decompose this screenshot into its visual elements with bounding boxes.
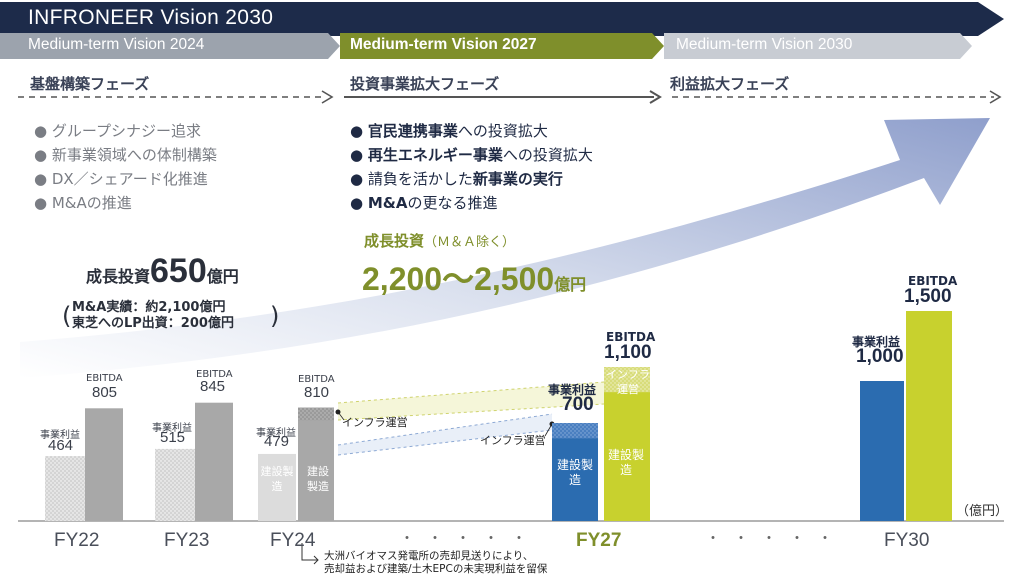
- ebitda-value: 810: [304, 384, 330, 401]
- ebitda-label: EBITDA: [298, 374, 335, 385]
- mid-bullet: ● M&Aの更なる推進: [350, 194, 498, 212]
- construction-label: 建設製造: [607, 448, 644, 477]
- left-bullet: ● グループシナジー追求: [34, 122, 201, 140]
- op-label: 事業利益: [152, 423, 192, 434]
- fy-label: FY22: [54, 530, 100, 551]
- ebitda-label: EBITDA: [86, 373, 123, 384]
- mid-bullet: ● 官民連携事業への投資拡大: [350, 122, 548, 140]
- fy-label: FY24: [270, 530, 316, 551]
- construction-label: 建設製造: [556, 458, 593, 487]
- growth-left-note: ( M&A実績：約2,100億円 東芝へのLP出資：200億円 ): [62, 300, 280, 331]
- ebitda-value: 845: [200, 378, 226, 395]
- stage-2027-banner: [340, 33, 664, 59]
- left-bullet: ● DX／シェアード化推進: [34, 170, 208, 188]
- growth-left-value: 成長投資650億円: [86, 252, 239, 290]
- stage-2027-label: Medium-term Vision 2027: [350, 36, 537, 53]
- dots-separator: ・・・・・: [400, 531, 540, 547]
- ebitda-label: EBITDA: [606, 330, 656, 344]
- op-label: 事業利益: [40, 430, 80, 441]
- left-bullet: ● M&Aの推進: [34, 194, 132, 212]
- fy-label: FY27: [576, 530, 622, 551]
- op-bar-fy30: [860, 381, 904, 521]
- op-bar-fy23: [155, 448, 195, 521]
- stage-2030-banner: [664, 33, 972, 59]
- ebitda-bar-fy23: [195, 402, 233, 521]
- stage-2024-label: Medium-term Vision 2024: [28, 36, 205, 53]
- phase-profit: 利益拡大フェーズ: [670, 75, 790, 93]
- mid-bullet: ● 再生エネルギー事業への投資拡大: [350, 146, 593, 164]
- ebitda-value: 805: [92, 384, 118, 401]
- op-value: 700: [562, 394, 594, 415]
- infra-callout: インフラ運営: [480, 434, 546, 447]
- ebitda-label: EBITDA: [196, 369, 233, 380]
- infra-callout: インフラ運営: [342, 416, 408, 429]
- phase-investment: 投資事業拡大フェーズ: [350, 75, 500, 93]
- fy-label: FY30: [884, 530, 930, 551]
- construction-label: 建設製造: [260, 465, 294, 493]
- mid-bullet: ● 請負を活かした新事業の実行: [350, 170, 563, 188]
- op-label: 事業利益: [852, 335, 901, 349]
- ebitda-value: 1,100: [604, 342, 652, 363]
- growth-arrow: [20, 118, 990, 378]
- infra-segment-fy27-op: [552, 423, 598, 439]
- op-bar-fy27: [552, 423, 598, 521]
- op-bar-fy24: [258, 453, 296, 521]
- dots-separator: ・・・・・: [706, 531, 846, 547]
- infra-short-label: インフラ運営: [606, 368, 650, 396]
- op-value: 479: [264, 433, 290, 450]
- op-value: 464: [48, 437, 74, 454]
- unit-label: （億円）: [956, 504, 1009, 519]
- vision-title: INFRONEER Vision 2030: [28, 6, 274, 29]
- op-value: 1,000: [856, 346, 904, 367]
- growth-mid-value: 2,200〜2,500億円: [362, 261, 587, 297]
- stage-2030-label: Medium-term Vision 2030: [676, 36, 853, 53]
- vision-2030-banner: [0, 2, 1004, 36]
- op-label: 事業利益: [256, 428, 296, 439]
- left-bullet: ● 新事業領域への体制構築: [34, 146, 217, 164]
- ebitda-bar-fy30: [906, 311, 952, 521]
- ebitda-label: EBITDA: [908, 274, 958, 288]
- infra-segment-fy27-ebitda: [604, 367, 650, 393]
- ebitda-bar-fy24: [298, 407, 334, 521]
- infra-segment-fy24-ebitda: [298, 407, 334, 421]
- ebitda-bar-fy27: [604, 367, 650, 521]
- fy-label: FY23: [164, 530, 210, 551]
- op-value: 515: [160, 429, 186, 446]
- stage-2024-banner: [0, 33, 340, 59]
- footnote: 大洲バイオマス発電所の売却見送りにより、 売却益および建築/土木EPCの未実現利…: [324, 550, 548, 575]
- construction-label: 建設製造: [307, 465, 329, 493]
- growth-mid-label: 成長投資（Ｍ＆Ａ除く）: [364, 232, 516, 250]
- ebitda-value: 1,500: [904, 286, 952, 307]
- op-label: 事業利益: [548, 383, 597, 397]
- op-bar-fy22: [45, 456, 85, 521]
- phase-foundation: 基盤構築フェーズ: [30, 75, 150, 93]
- bars-group: [45, 311, 952, 521]
- ebitda-bar-fy22: [85, 408, 123, 521]
